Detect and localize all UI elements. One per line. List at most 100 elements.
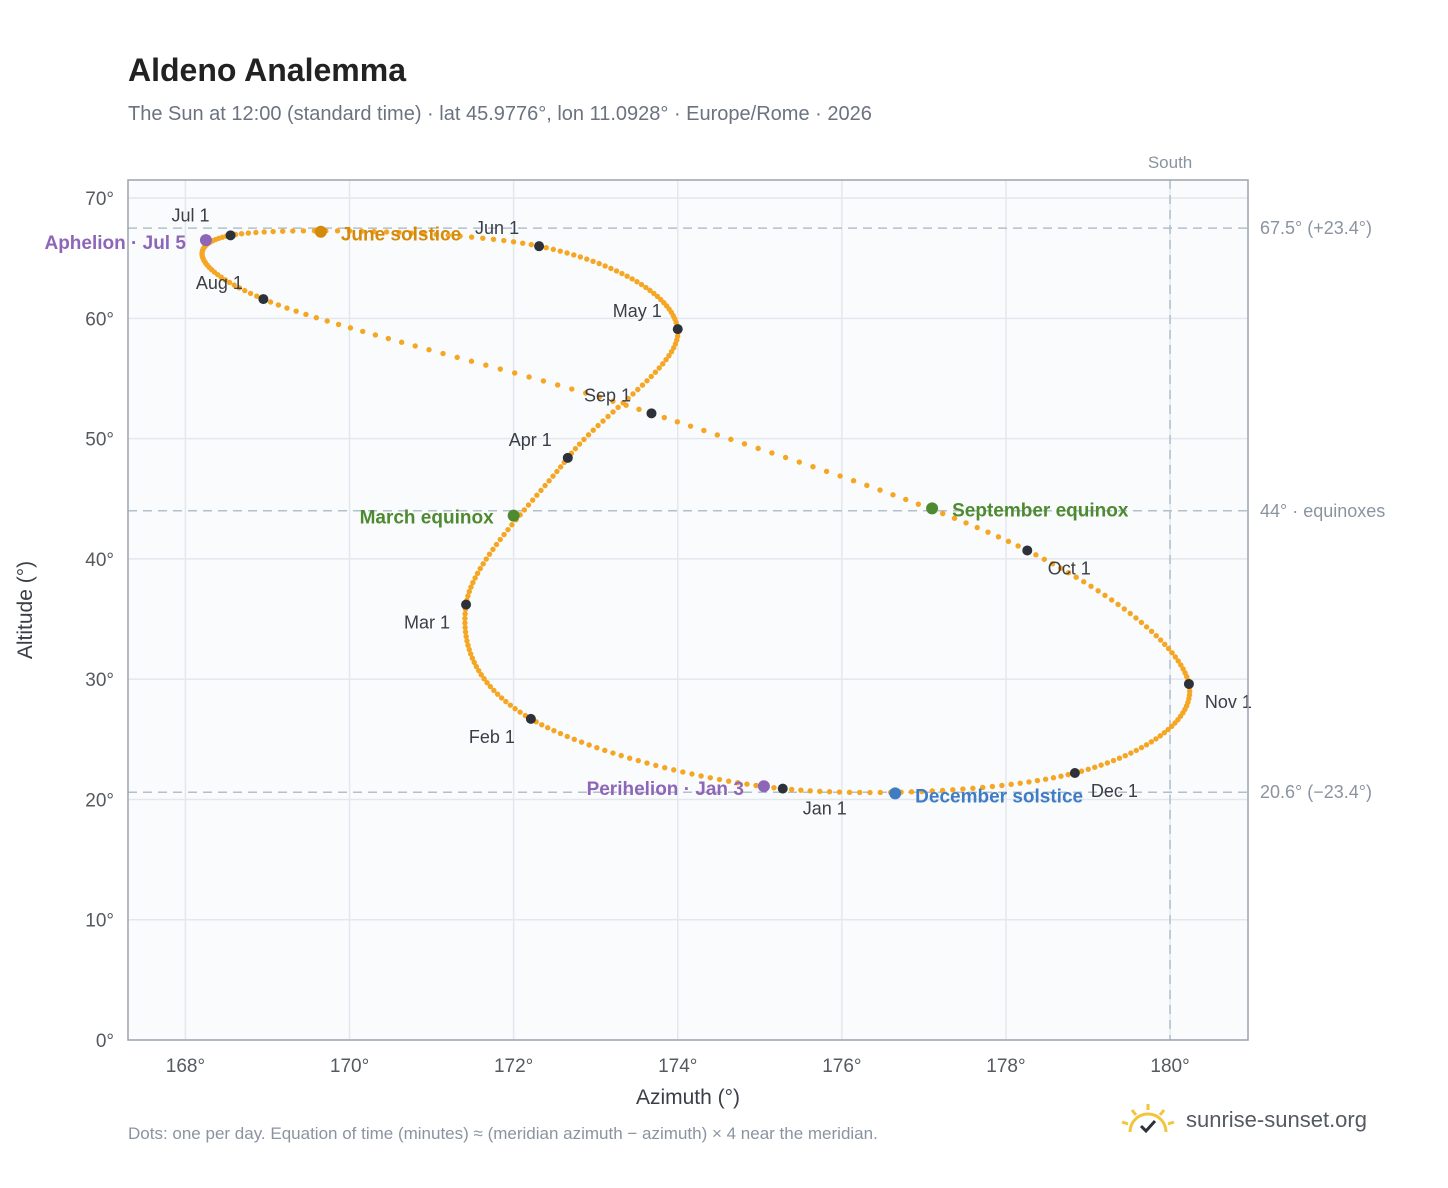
- event-marker-apsis: [199, 234, 212, 247]
- daily-dot: [1058, 773, 1064, 779]
- daily-dot: [837, 473, 843, 479]
- daily-dot: [661, 414, 668, 421]
- daily-dot: [654, 293, 661, 300]
- daily-dot: [412, 343, 418, 349]
- daily-dot: [619, 270, 625, 277]
- daily-dot: [639, 382, 646, 388]
- daily-dot: [475, 667, 482, 674]
- daily-dot: [486, 551, 493, 557]
- altitude-reference-label: 67.5° (+23.4°): [1260, 218, 1372, 238]
- daily-dot: [1143, 624, 1150, 630]
- daily-dot: [877, 487, 883, 493]
- event-label: Aphelion · Jul 5: [44, 233, 186, 254]
- daily-dot: [635, 386, 641, 393]
- daily-dot: [303, 311, 309, 318]
- daily-dot: [1102, 592, 1108, 599]
- daily-dot: [466, 588, 472, 595]
- daily-dot: [714, 432, 721, 438]
- daily-dot: [605, 413, 611, 420]
- daily-dot: [546, 478, 552, 484]
- month-label: Aug 1: [196, 273, 243, 293]
- daily-dot: [481, 676, 487, 682]
- daily-dot: [293, 308, 299, 314]
- daily-dot: [662, 764, 668, 771]
- event-label: March equinox: [360, 508, 495, 529]
- daily-dot: [346, 228, 353, 234]
- daily-dot: [1122, 752, 1128, 759]
- daily-dot: [613, 268, 620, 274]
- daily-dot: [544, 725, 551, 731]
- daily-dot: [643, 284, 649, 291]
- daily-dot: [1033, 552, 1039, 558]
- daily-dot: [472, 575, 478, 581]
- daily-dot: [594, 744, 600, 751]
- daily-dot: [610, 750, 616, 756]
- daily-dot: [468, 584, 474, 590]
- daily-dot: [245, 230, 252, 236]
- daily-dot: [462, 615, 468, 622]
- daily-dot: [1050, 775, 1057, 781]
- daily-dot: [494, 691, 501, 697]
- daily-dot: [463, 633, 469, 640]
- daily-dot: [846, 789, 853, 796]
- daily-dot: [1065, 771, 1071, 778]
- daily-dot: [445, 232, 451, 238]
- daily-dot: [1065, 569, 1072, 576]
- daily-dot: [1157, 733, 1163, 739]
- daily-dot: [480, 561, 486, 567]
- daily-dot: [590, 427, 596, 433]
- daily-dot: [510, 239, 517, 245]
- daily-dot: [608, 265, 614, 272]
- daily-dot: [1095, 588, 1101, 594]
- daily-dot: [656, 365, 662, 371]
- daily-dot: [454, 354, 460, 361]
- daily-dot: [324, 318, 330, 324]
- daily-dot: [231, 282, 237, 288]
- daily-dot: [635, 757, 641, 764]
- daily-dot: [596, 260, 602, 267]
- daily-dot: [550, 473, 556, 479]
- daily-dot: [817, 788, 823, 795]
- daily-dot: [877, 789, 883, 796]
- daily-dot: [359, 228, 365, 234]
- daily-dot: [360, 328, 366, 335]
- daily-dot: [826, 789, 833, 795]
- daily-dot: [480, 235, 486, 241]
- daily-dot: [1175, 658, 1181, 664]
- daily-dot: [630, 391, 636, 397]
- daily-dot: [671, 767, 677, 773]
- month-label: Jul 1: [172, 205, 210, 225]
- daily-dot: [236, 285, 242, 291]
- month-label: Feb 1: [469, 727, 515, 747]
- daily-dot: [810, 464, 816, 470]
- daily-dot: [666, 352, 672, 359]
- daily-dot: [1168, 723, 1175, 730]
- daily-dot: [647, 287, 653, 294]
- daily-dot: [823, 468, 830, 475]
- event-marker-equinox: [507, 509, 520, 522]
- daily-dot: [483, 556, 489, 562]
- daily-dot: [867, 789, 873, 796]
- daily-dot: [644, 378, 650, 384]
- daily-dot: [623, 402, 629, 408]
- x-tick-label: 170°: [330, 1056, 369, 1077]
- month-marker: [1022, 545, 1033, 556]
- daily-dot: [222, 277, 228, 283]
- x-tick-label: 178°: [986, 1056, 1025, 1077]
- daily-dot: [728, 436, 734, 443]
- daily-dot: [600, 418, 606, 424]
- daily-dot: [590, 258, 596, 265]
- daily-dot: [290, 228, 296, 234]
- brand-logo[interactable]: sunrise-sunset.org: [1120, 1102, 1367, 1138]
- daily-dot: [226, 279, 233, 286]
- daily-dot: [507, 702, 514, 708]
- daily-dot: [487, 683, 494, 690]
- daily-dot: [596, 394, 603, 400]
- daily-dot: [584, 256, 590, 262]
- daily-dot: [501, 531, 507, 538]
- daily-dot: [771, 784, 777, 791]
- daily-dot: [539, 722, 545, 728]
- daily-dot: [919, 788, 925, 795]
- daily-dot: [1017, 780, 1023, 786]
